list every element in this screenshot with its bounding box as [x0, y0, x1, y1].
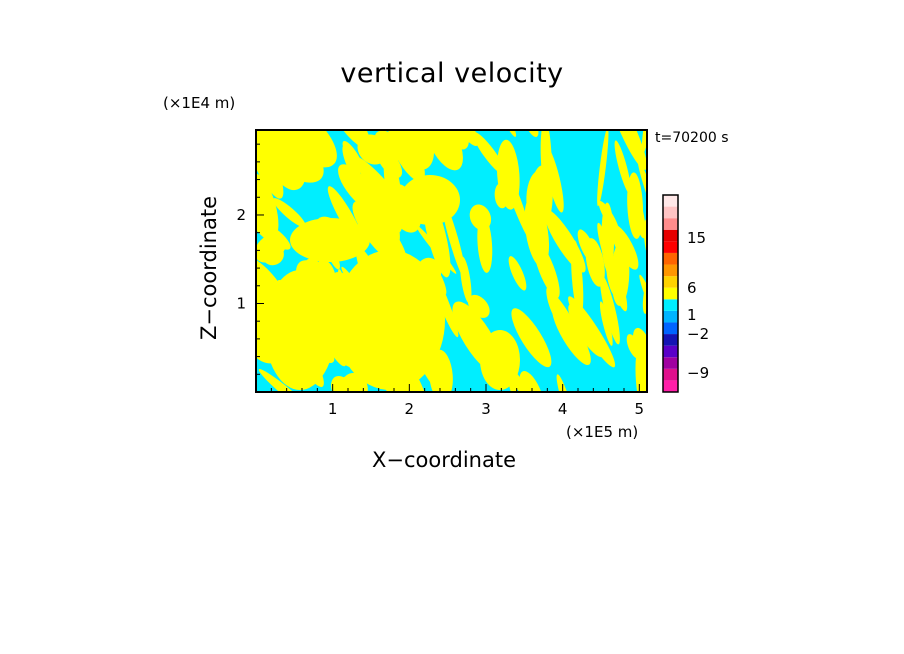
- colorbar-band: [663, 299, 678, 311]
- positive-velocity-patch: [266, 132, 324, 183]
- x-axis-unit: (×1E5 m): [566, 423, 639, 441]
- colorbar-band: [663, 334, 678, 346]
- positive-velocity-patch: [599, 274, 620, 345]
- positive-velocity-patch: [331, 375, 356, 392]
- colorbar-tick-label: −9: [687, 364, 709, 382]
- positive-velocity-patch: [388, 130, 425, 182]
- colorbar-band: [663, 252, 678, 265]
- colorbar-band: [663, 322, 678, 335]
- positive-velocity-patch: [265, 270, 335, 390]
- positive-velocity-patch: [496, 139, 520, 210]
- x-tick-label: 4: [558, 400, 568, 418]
- positive-velocity-patch: [256, 167, 270, 218]
- positive-velocity-patch: [585, 238, 605, 287]
- positive-velocity-patch: [508, 256, 527, 291]
- positive-velocity-patch: [552, 305, 591, 366]
- colorbar-band: [663, 195, 678, 207]
- positive-velocity-patch: [599, 301, 613, 346]
- positive-velocity-patch: [601, 241, 628, 312]
- positive-velocity-patch: [511, 308, 552, 368]
- positive-velocity-patch: [597, 130, 609, 207]
- positive-velocity-patch: [627, 172, 644, 239]
- positive-velocity-patch: [451, 130, 479, 147]
- positive-velocity-patch: [256, 233, 287, 263]
- colorbar-band: [663, 218, 678, 230]
- positive-velocity-patch: [429, 349, 453, 392]
- positive-velocity-patch: [610, 224, 639, 270]
- positive-velocity-patch: [338, 164, 381, 213]
- positive-velocity-patch: [460, 256, 472, 304]
- positive-velocity-patch: [526, 170, 551, 224]
- positive-velocity-patch: [635, 345, 647, 392]
- positive-velocity-patch: [642, 277, 647, 314]
- colorbar-band: [663, 310, 678, 323]
- chart-title: vertical velocity: [340, 58, 564, 89]
- positive-velocity-patch: [598, 200, 620, 234]
- positive-velocity-patch: [357, 134, 388, 165]
- positive-velocity-patch: [480, 330, 520, 390]
- colorbar-band: [663, 345, 678, 358]
- positive-velocity-patch: [258, 369, 319, 392]
- colorbar-frame: [662, 194, 679, 393]
- positive-velocity-patch: [335, 250, 445, 390]
- colorbar-band: [663, 264, 678, 277]
- plot-area: [200, 106, 661, 393]
- colorbar-tick-label: 6: [687, 279, 697, 297]
- positive-velocity-patch: [651, 106, 661, 142]
- colorbar-band: [663, 357, 678, 369]
- x-tick-label: 1: [328, 400, 338, 418]
- x-axis: 1 2 3 4 5: [270, 384, 645, 418]
- positive-velocity-patch: [608, 130, 647, 170]
- x-axis-label: X−coordinate: [372, 448, 516, 472]
- positive-velocity-patch: [568, 304, 604, 358]
- positive-velocity-patch: [425, 130, 453, 162]
- velocity-field: [200, 106, 661, 392]
- y-axis-unit: (×1E4 m): [163, 94, 236, 112]
- colorbar-band: [663, 368, 678, 381]
- positive-velocity-patch: [469, 204, 492, 231]
- positive-velocity-patch: [342, 145, 362, 183]
- positive-velocity-patch: [400, 175, 460, 225]
- colorbar-band: [663, 276, 678, 288]
- positive-velocity-patch: [448, 130, 469, 150]
- plot-frame: [255, 129, 648, 393]
- positive-velocity-patch: [614, 140, 632, 195]
- positive-velocity-patch: [272, 198, 306, 228]
- positive-velocity-patch: [200, 194, 259, 249]
- y-tick-label: 1: [236, 294, 246, 312]
- positive-velocity-patch: [325, 130, 371, 150]
- colorbar-band: [663, 241, 678, 253]
- x-tick-label: 3: [481, 400, 491, 418]
- positive-velocity-patch: [263, 130, 296, 138]
- colorbar-band: [663, 229, 678, 242]
- colorbar-band: [663, 380, 678, 392]
- positive-velocity-patch: [211, 128, 253, 186]
- y-axis: 12: [236, 143, 264, 375]
- x-tick-label: 2: [405, 400, 415, 418]
- colorbar-band: [663, 287, 678, 300]
- colorbar-tick-label: −2: [687, 325, 709, 343]
- positive-velocity-patch: [571, 240, 584, 317]
- colorbar-band: [663, 206, 678, 219]
- positive-velocity-patch: [637, 159, 647, 231]
- time-label: t=70200 s: [655, 130, 729, 146]
- positive-velocity-patch: [290, 218, 370, 262]
- colorbar-tick-label: 15: [687, 229, 706, 247]
- x-tick-label: 5: [635, 400, 645, 418]
- positive-velocity-patch: [556, 374, 575, 392]
- positive-velocity-patch: [641, 130, 647, 154]
- y-tick-label: 2: [236, 206, 246, 224]
- positive-velocity-patch: [543, 145, 564, 213]
- colorbar: 15 6 1−2 −9: [662, 194, 709, 393]
- colorbar-tick-label: 1: [687, 306, 697, 324]
